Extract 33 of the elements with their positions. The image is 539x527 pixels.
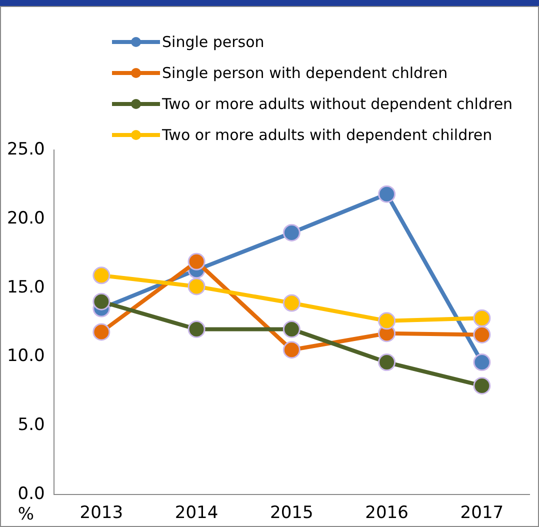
point xyxy=(473,326,491,344)
point xyxy=(282,320,300,338)
y-tick-label: 20.0 xyxy=(6,208,45,228)
y-tick-label: 10.0 xyxy=(6,346,45,366)
point xyxy=(188,278,206,296)
y-tick-label: 25.0 xyxy=(6,139,45,160)
y-tick-label: 5.0 xyxy=(18,415,45,436)
point xyxy=(188,320,206,338)
legend-label: Two or more adults without dependent chldren xyxy=(162,94,513,112)
x-tick-label: 2013 xyxy=(80,503,124,524)
x-tick-label: 2015 xyxy=(270,503,314,524)
point xyxy=(473,354,491,372)
point xyxy=(92,292,110,310)
point xyxy=(282,294,300,312)
point xyxy=(92,323,110,341)
y-tick-label: 15.0 xyxy=(6,277,45,298)
y-axis-title: % xyxy=(18,504,34,525)
point xyxy=(92,266,110,284)
y-tick-label: 0.0 xyxy=(18,484,45,504)
legend-label: Single person with dependent chldren xyxy=(162,64,448,82)
legend-label: Single person xyxy=(162,32,264,50)
point xyxy=(473,309,491,327)
point xyxy=(188,252,206,270)
x-tick-label: 2017 xyxy=(460,503,504,524)
point xyxy=(378,354,396,372)
point xyxy=(378,185,396,203)
x-tick-label: 2014 xyxy=(174,503,218,524)
point xyxy=(473,376,491,394)
point xyxy=(378,312,396,330)
legend-label: Two or more adults with dependent children xyxy=(162,126,492,144)
point xyxy=(282,224,300,242)
point xyxy=(282,341,300,359)
x-tick-label: 2016 xyxy=(365,503,408,524)
